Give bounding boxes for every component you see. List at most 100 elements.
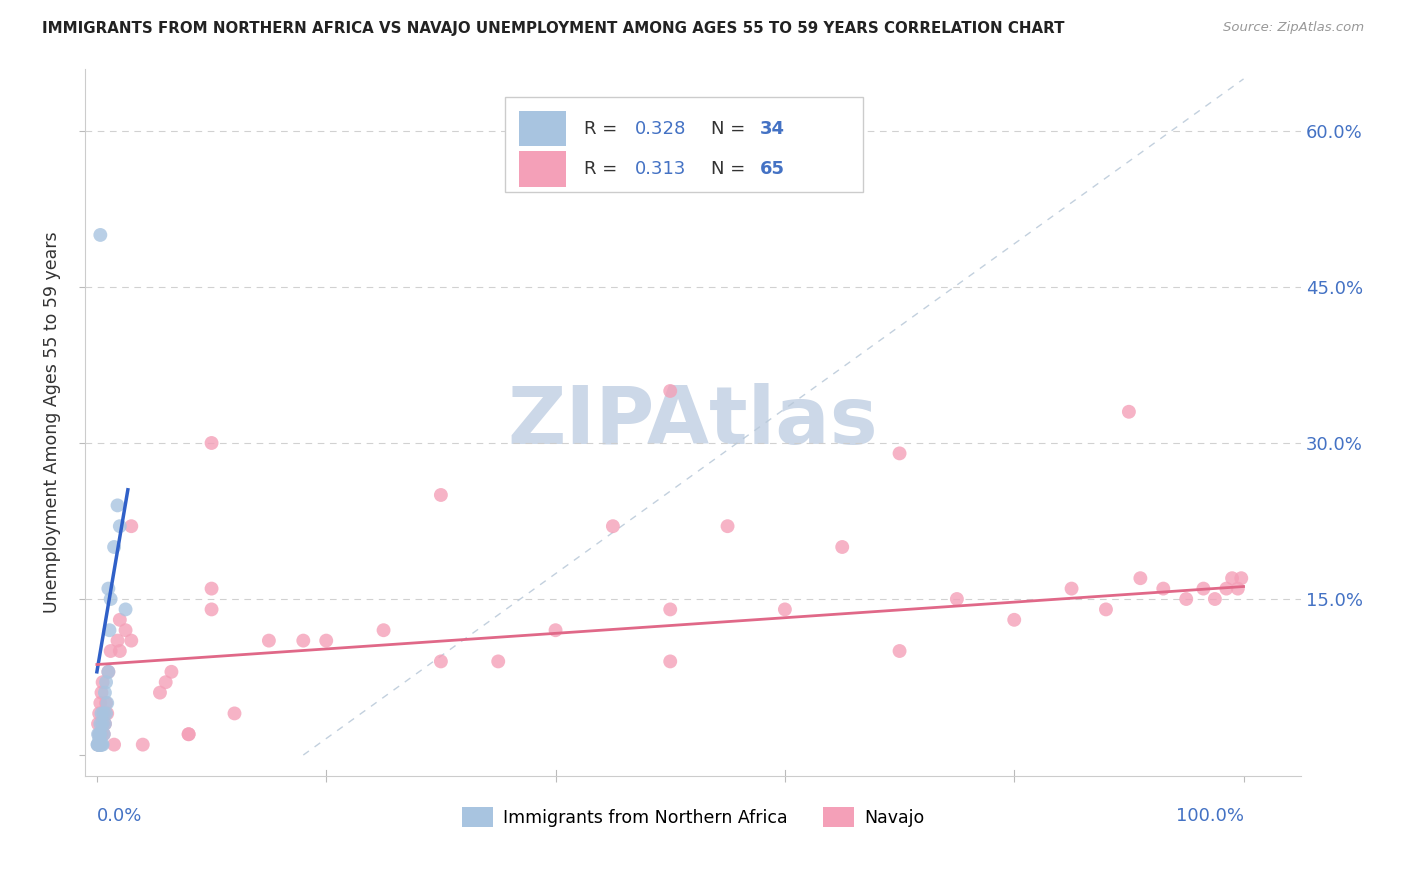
Text: 34: 34	[761, 120, 785, 137]
Point	[1129, 571, 1152, 585]
Point	[716, 519, 738, 533]
Point	[89, 738, 111, 752]
Point	[430, 654, 453, 668]
Point	[486, 654, 509, 668]
FancyBboxPatch shape	[519, 152, 565, 186]
Point	[659, 384, 682, 398]
Point	[292, 633, 315, 648]
Text: 0.328: 0.328	[636, 120, 686, 137]
Point	[89, 738, 111, 752]
Point	[89, 696, 111, 710]
Point	[89, 738, 111, 752]
Point	[224, 706, 246, 721]
Point	[87, 738, 110, 752]
Point	[103, 540, 125, 554]
Point	[100, 644, 122, 658]
Point	[89, 716, 111, 731]
Point	[946, 592, 969, 607]
Point	[90, 685, 112, 699]
Point	[87, 738, 110, 752]
Point	[89, 227, 111, 242]
Text: N =: N =	[711, 160, 751, 178]
Y-axis label: Unemployment Among Ages 55 to 59 years: Unemployment Among Ages 55 to 59 years	[44, 231, 60, 613]
Point	[1204, 592, 1226, 607]
Point	[1226, 582, 1249, 596]
Point	[1192, 582, 1215, 596]
Point	[889, 644, 911, 658]
Point	[89, 727, 111, 741]
Point	[773, 602, 796, 616]
Text: 100.0%: 100.0%	[1175, 807, 1243, 825]
Point	[602, 519, 624, 533]
Point	[94, 696, 117, 710]
Point	[93, 727, 115, 741]
Point	[200, 436, 222, 450]
Point	[1002, 613, 1025, 627]
Point	[315, 633, 337, 648]
Text: R =: R =	[583, 120, 623, 137]
Point	[108, 644, 131, 658]
Point	[90, 738, 112, 752]
Text: 0.313: 0.313	[636, 160, 686, 178]
Point	[87, 716, 110, 731]
Text: 65: 65	[761, 160, 785, 178]
Point	[94, 706, 117, 721]
Point	[200, 602, 222, 616]
FancyBboxPatch shape	[505, 97, 863, 193]
Point	[91, 716, 114, 731]
Point	[155, 675, 177, 690]
Point	[831, 540, 853, 554]
Point	[86, 738, 108, 752]
Point	[94, 716, 117, 731]
Point	[1215, 582, 1237, 596]
Point	[1230, 571, 1253, 585]
Point	[103, 738, 125, 752]
Point	[90, 738, 112, 752]
Text: N =: N =	[711, 120, 751, 137]
Point	[257, 633, 280, 648]
Point	[132, 738, 155, 752]
Legend: Immigrants from Northern Africa, Navajo: Immigrants from Northern Africa, Navajo	[454, 800, 932, 834]
Point	[114, 624, 136, 638]
Point	[1095, 602, 1118, 616]
Point	[160, 665, 183, 679]
Text: R =: R =	[583, 160, 623, 178]
Point	[94, 716, 117, 731]
Point	[97, 665, 120, 679]
Text: 0.0%: 0.0%	[97, 807, 142, 825]
Point	[1060, 582, 1083, 596]
Point	[90, 727, 112, 741]
Point	[89, 727, 111, 741]
Point	[91, 716, 114, 731]
Point	[89, 738, 111, 752]
Point	[97, 582, 120, 596]
Point	[149, 685, 172, 699]
Point	[200, 582, 222, 596]
Point	[94, 675, 117, 690]
Point	[100, 592, 122, 607]
Point	[120, 633, 142, 648]
Point	[177, 727, 200, 741]
Point	[97, 665, 120, 679]
Point	[93, 727, 115, 741]
Point	[89, 738, 111, 752]
Text: IMMIGRANTS FROM NORTHERN AFRICA VS NAVAJO UNEMPLOYMENT AMONG AGES 55 TO 59 YEARS: IMMIGRANTS FROM NORTHERN AFRICA VS NAVAJ…	[42, 21, 1064, 36]
Point	[544, 624, 567, 638]
Point	[108, 613, 131, 627]
Point	[1175, 592, 1198, 607]
Point	[93, 706, 115, 721]
Point	[89, 727, 111, 741]
Point	[659, 654, 682, 668]
Text: Source: ZipAtlas.com: Source: ZipAtlas.com	[1223, 21, 1364, 34]
Point	[120, 519, 142, 533]
Point	[87, 727, 110, 741]
Point	[430, 488, 453, 502]
Point	[889, 446, 911, 460]
Point	[87, 738, 110, 752]
Point	[1152, 582, 1174, 596]
FancyBboxPatch shape	[519, 111, 565, 146]
Text: ZIPAtlas: ZIPAtlas	[508, 384, 879, 461]
Point	[659, 602, 682, 616]
Point	[91, 675, 114, 690]
Point	[89, 706, 111, 721]
